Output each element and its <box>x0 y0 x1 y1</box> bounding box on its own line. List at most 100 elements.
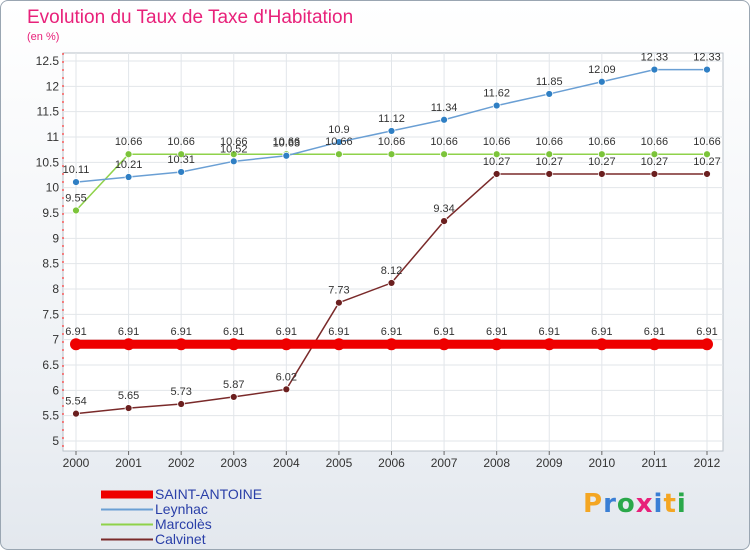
y-tick-label: 8.5 <box>42 257 59 271</box>
data-label: 10.66 <box>483 136 511 148</box>
logo-letter: i <box>653 489 664 519</box>
data-label: 12.09 <box>588 64 616 76</box>
data-point <box>335 150 343 159</box>
data-point <box>72 178 80 186</box>
y-tick-label: 8 <box>52 282 59 296</box>
data-label: 10.66 <box>273 136 301 148</box>
data-label: 10.27 <box>693 156 721 168</box>
data-point <box>597 150 606 159</box>
data-point <box>650 170 659 178</box>
data-point <box>648 338 661 351</box>
x-tick-label: 2009 <box>536 456 563 470</box>
data-label: 6.91 <box>276 326 297 338</box>
data-point <box>492 170 501 178</box>
legend-item-saint-antoine: SAINT-ANTOINE <box>101 487 262 502</box>
data-point <box>490 338 503 351</box>
data-label: 10.66 <box>378 136 406 148</box>
data-label: 6.91 <box>223 326 244 338</box>
logo-letter: r <box>603 489 617 519</box>
data-label: 6.91 <box>170 326 191 338</box>
data-point <box>650 150 659 159</box>
data-point <box>543 338 556 351</box>
data-label: 5.73 <box>170 386 191 398</box>
data-point <box>597 77 606 86</box>
data-point <box>387 127 396 135</box>
legend-label-calvinet: Calvinet <box>155 531 206 547</box>
logo-letter: x <box>635 489 654 519</box>
data-label: 10.11 <box>63 164 90 176</box>
data-point <box>70 338 82 351</box>
data-label: 5.87 <box>223 379 244 391</box>
data-label: 10.63 <box>273 138 301 150</box>
data-label: 5.54 <box>65 396 86 408</box>
logo-letter: t <box>663 489 677 519</box>
legend: SAINT-ANTOINE Leynhac Marcolès Calvinet <box>101 487 262 547</box>
legend-swatch-marcoles <box>101 523 153 526</box>
data-point <box>227 338 240 351</box>
y-tick-label: 11.5 <box>37 105 60 119</box>
y-tick-label: 11 <box>47 130 60 144</box>
data-label: 10.21 <box>115 159 143 171</box>
data-label: 10.27 <box>535 156 563 168</box>
y-tick-label: 6 <box>52 383 59 397</box>
data-label: 10.66 <box>535 136 563 148</box>
y-tick-label: 5.5 <box>42 409 59 423</box>
data-label: 6.91 <box>486 326 507 338</box>
legend-swatch-calvinet <box>101 538 153 541</box>
y-tick-label: 5 <box>52 434 59 448</box>
legend-item-leynhac: Leynhac <box>101 502 262 517</box>
data-point <box>387 279 396 287</box>
x-tick-label: 2012 <box>694 456 721 470</box>
y-tick-label: 10.5 <box>36 155 60 169</box>
data-point <box>229 157 238 166</box>
y-tick-label: 12.5 <box>36 54 60 68</box>
data-point <box>440 217 448 226</box>
data-label: 6.91 <box>696 326 717 338</box>
data-label: 10.66 <box>693 136 721 148</box>
data-point <box>650 65 659 74</box>
data-point <box>597 170 606 178</box>
logo-letter: i <box>676 489 687 519</box>
data-point <box>387 150 396 159</box>
x-tick-label: 2008 <box>483 456 510 470</box>
data-label: 9.55 <box>65 192 86 204</box>
data-point <box>332 338 345 351</box>
y-tick-label: 12 <box>46 79 60 93</box>
data-label: 10.27 <box>588 156 616 168</box>
data-point <box>335 298 343 307</box>
data-label: 6.91 <box>328 326 349 338</box>
data-point <box>280 338 293 351</box>
legend-label-leynhac: Leynhac <box>155 501 208 517</box>
chart-unit-label: (en %) <box>27 31 60 43</box>
x-tick-label: 2011 <box>642 456 668 470</box>
data-point <box>122 338 135 351</box>
data-point <box>124 150 133 159</box>
data-label: 6.91 <box>539 326 560 338</box>
x-tick-label: 2006 <box>378 456 405 470</box>
data-label: 10.66 <box>430 136 458 148</box>
x-tick-label: 2000 <box>63 456 90 470</box>
data-point <box>72 206 80 215</box>
plot-area <box>62 52 724 452</box>
data-label: 6.91 <box>433 326 454 338</box>
y-tick-label: 7 <box>52 333 59 347</box>
data-label: 6.91 <box>65 326 86 338</box>
data-label: 10.66 <box>641 136 669 148</box>
data-label: 12.33 <box>641 52 669 64</box>
data-point <box>545 150 554 159</box>
data-label: 10.27 <box>641 156 669 168</box>
data-label: 5.65 <box>118 390 139 402</box>
data-point <box>177 168 186 176</box>
legend-item-calvinet: Calvinet <box>101 532 262 547</box>
proxiti-logo: Proxiti <box>583 489 687 519</box>
data-label: 10.52 <box>220 143 248 155</box>
data-point <box>440 150 448 159</box>
data-label: 10.66 <box>588 136 616 148</box>
data-point <box>72 409 80 418</box>
x-tick-label: 2002 <box>168 456 195 470</box>
legend-item-marcoles: Marcolès <box>101 517 262 532</box>
data-point <box>177 400 186 408</box>
data-point <box>545 90 554 98</box>
data-label: 10.66 <box>167 136 195 148</box>
